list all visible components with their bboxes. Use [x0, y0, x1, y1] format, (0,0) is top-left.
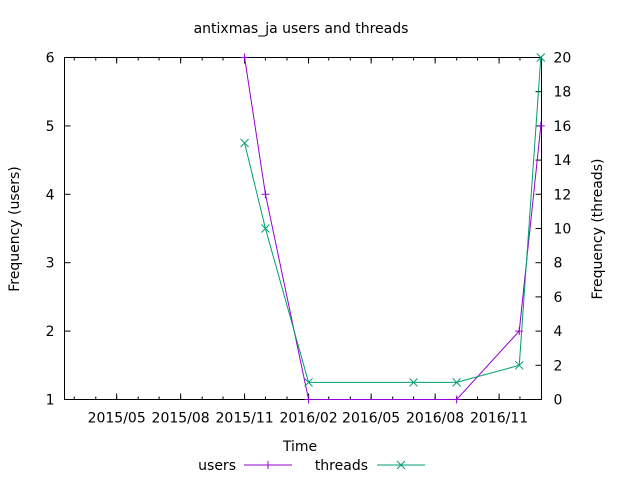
y2-tick-label: 2 [554, 358, 563, 374]
x-tick-label: 2015/05 [88, 411, 146, 427]
series-threads [240, 53, 546, 387]
x-tick-label: 2015/11 [216, 411, 274, 427]
x-axis: 2015/05 2015/08 2015/11 2016/02 2016/05 2016/… [73, 57, 528, 427]
y-tick-label: 1 [46, 393, 55, 409]
y2-tick-label: 12 [554, 187, 572, 203]
legend-label-threads: threads [315, 458, 368, 474]
data-point-users [261, 190, 270, 199]
data-point-threads [261, 224, 270, 233]
data-point-users [304, 395, 313, 404]
y2-tick-label: 16 [554, 119, 572, 135]
legend-marker-users [264, 461, 272, 469]
legend: users threads [198, 458, 425, 474]
data-point-threads [304, 378, 313, 387]
data-point-threads [514, 360, 524, 370]
chart-title: antixmas_ja users and threads [194, 21, 409, 37]
y2-axis-label: Frequency (threads) [590, 159, 606, 300]
y2-tick-label: 0 [554, 393, 563, 409]
y2-tick-label: 4 [554, 324, 563, 340]
y-tick-label: 3 [46, 256, 55, 272]
y2-tick-label: 18 [554, 85, 572, 101]
y-tick-label: 4 [46, 187, 55, 203]
y-tick-label: 6 [46, 51, 55, 67]
data-point-threads [240, 138, 249, 148]
y-axis-label: Frequency (users) [7, 166, 23, 292]
series-line-threads [244, 57, 542, 383]
plot-frame [64, 57, 542, 400]
y-axis-right: 0 2 4 6 8 10 12 14 16 18 20 [535, 51, 572, 409]
legend-marker-threads [396, 460, 406, 470]
y-axis-left: 1 2 3 4 5 6 [46, 51, 71, 409]
data-point-users [452, 395, 461, 404]
data-point-users [240, 53, 249, 62]
data-point-threads [536, 53, 546, 62]
x-tick-label: 2016/08 [406, 411, 464, 427]
x-tick-label: 2016/02 [279, 411, 337, 427]
data-point-users [536, 121, 545, 130]
y2-tick-label: 20 [554, 51, 572, 67]
y-tick-label: 5 [46, 119, 55, 135]
x-tick-label: 2015/08 [152, 411, 210, 427]
x-tick-label: 2016/05 [342, 411, 400, 427]
data-point-threads [452, 378, 462, 387]
y2-tick-label: 6 [554, 290, 563, 306]
legend-label-users: users [198, 458, 236, 474]
x-axis-label: Time [282, 439, 317, 455]
series-line-users [244, 57, 542, 400]
y2-tick-label: 10 [554, 222, 572, 238]
x-tick-label: 2016/11 [470, 411, 528, 427]
series-layer [240, 53, 546, 404]
data-point-threads [409, 378, 418, 387]
series-users [240, 53, 545, 404]
y2-tick-label: 14 [554, 153, 572, 169]
y2-tick-label: 8 [554, 256, 563, 272]
y-tick-label: 2 [46, 324, 55, 340]
